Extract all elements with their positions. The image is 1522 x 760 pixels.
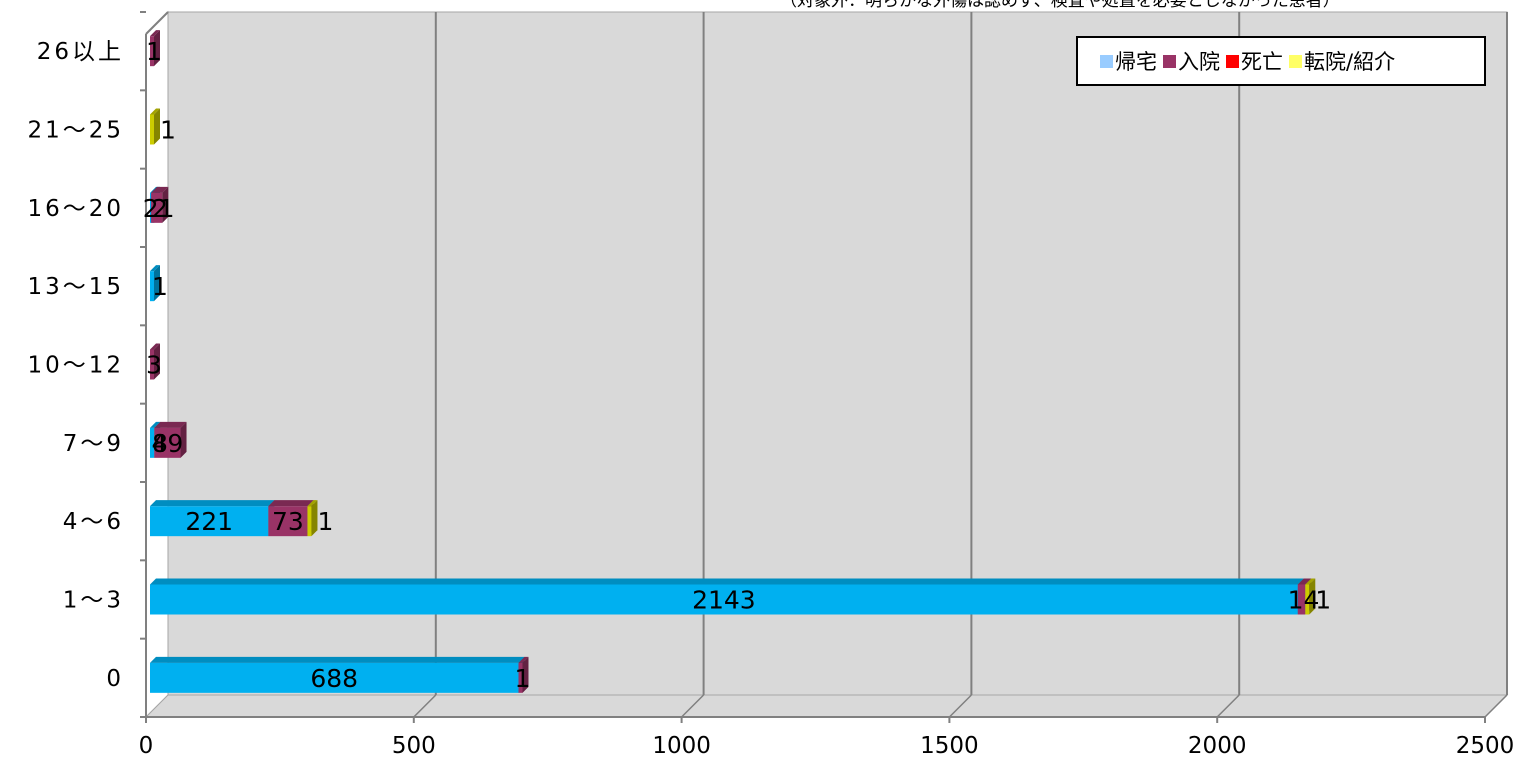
data-label: 1 [160,116,176,145]
bar-segment-top [154,421,187,428]
data-label: 49 [152,429,184,458]
data-label: 1 [515,664,531,693]
y-tick-label: 26以上 [37,39,124,65]
bar-segment-top [150,578,1304,585]
data-label: 1 [317,507,333,536]
legend-label: 帰宅 [1115,50,1157,74]
bar-segment [150,271,154,302]
data-label: 1 [152,272,168,301]
chart-subtitle: （対象外：明らかな外傷は認めず、検査や処置を必要としなかった患者） [780,0,1340,11]
data-label: 688 [310,664,358,693]
x-tick-label: 0 [139,733,154,759]
bar-segment-top [150,108,160,115]
bar-segment [150,584,1298,615]
bar-segment-top [307,500,318,507]
bar-segment-side [154,343,160,380]
gridline-floor [948,694,972,718]
bar-segment-side [154,265,160,302]
bar-segment [151,192,163,223]
legend-item: 死亡 [1226,46,1283,76]
bar-segment-top [150,265,160,272]
data-label: 3 [146,351,162,380]
legend-label: 死亡 [1241,50,1283,74]
y-tick-label: 10～12 [27,353,124,379]
bar-segment-top [150,500,275,507]
bar-segment [150,506,269,537]
bar-segment [150,427,155,458]
x-tick-label: 2500 [1456,733,1515,759]
plot-floor [144,694,1509,718]
bar-segment [150,114,154,145]
bar-segment-side [1309,578,1316,615]
bar-segment-top [150,656,525,663]
bar-segment-top [150,30,160,37]
data-label: 1 [1315,586,1331,615]
y-tick-label: 21～25 [27,118,124,144]
bar-segment-side [522,656,529,693]
legend-item: 入院 [1163,46,1220,76]
y-tick-label: 13～15 [27,274,124,300]
y-tick-label: 1～3 [63,588,124,614]
gridline-floor [1484,694,1508,718]
data-label: 1 [146,37,162,66]
bar-segment [150,662,519,693]
x-tick-label: 500 [392,733,436,759]
bar-segment [150,349,154,380]
bar-segment [307,506,312,537]
data-label: 21 [143,194,175,223]
bar-segment-side [180,421,187,458]
gridline-floor [1216,694,1240,718]
x-tick-label: 1000 [652,733,711,759]
y-tick-label: 0 [106,666,124,692]
legend-item: 帰宅 [1100,46,1157,76]
bar-segment [150,36,154,67]
legend-swatch [1226,54,1239,68]
data-label: 221 [185,507,233,536]
data-label: 14 [1288,586,1320,615]
bar-segment-top [518,656,529,663]
y-axis-top [145,11,169,35]
legend-label: 入院 [1178,50,1220,74]
legend-swatch [1289,54,1302,68]
bar-segment-side [311,500,318,537]
bar-segment [1297,584,1306,615]
legend-item: 転院/紹介 [1289,46,1395,76]
y-tick-label: 4～6 [63,509,124,535]
bar-segment [154,427,181,458]
bar-segment-top [150,343,160,350]
data-label: 2 [152,194,168,223]
chart-legend: 帰宅 入院 死亡 転院/紹介 [1076,36,1486,86]
data-label: 2143 [692,586,756,615]
bar-segment-top [151,186,169,193]
y-tick-label: 7～9 [63,431,124,457]
bar-segment [518,662,523,693]
gridline-floor [681,694,705,718]
bar-segment-top [268,500,314,507]
gridline-floor [413,694,437,718]
bar-segment-top [1297,578,1312,585]
data-label: 73 [272,507,304,536]
bar-segment-side [162,186,169,223]
bar-segment-side [154,108,160,145]
legend-swatch [1163,54,1176,68]
bar-segment [1305,584,1310,615]
bar-segment-top [150,421,161,428]
bar-segment-side [154,30,160,67]
x-tick-label: 2000 [1188,733,1247,759]
y-tick-label: 16～20 [27,196,124,222]
bar-segment [268,506,308,537]
legend-swatch [1100,54,1113,68]
x-tick-label: 1500 [920,733,979,759]
data-label: 8 [152,429,168,458]
bar-segment-top [1305,578,1316,585]
legend-label: 転院/紹介 [1304,50,1396,74]
